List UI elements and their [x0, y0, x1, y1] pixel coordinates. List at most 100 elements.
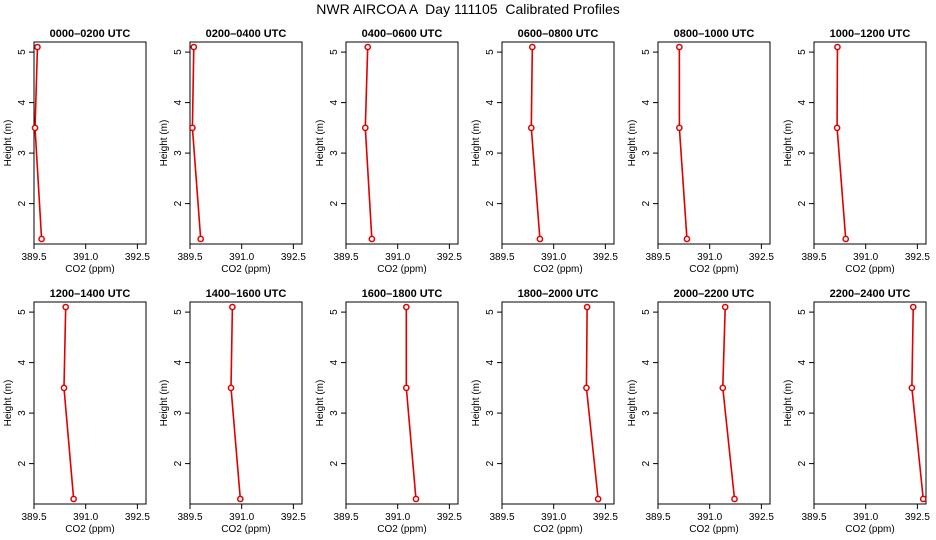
- y-tick-label: 3: [797, 410, 808, 416]
- data-point: [842, 235, 850, 243]
- profile-line: [405, 307, 417, 500]
- data-point: [190, 43, 198, 51]
- y-tick-label: 2: [329, 460, 340, 466]
- x-tick-label: 391.0: [697, 252, 722, 263]
- profile-panel: 2200–2400 UTC 389.5 391.0 392.5 2 3 4 5 CO2 (ppm…: [783, 288, 930, 535]
- y-tick-label: 5: [797, 49, 808, 55]
- data-point: [528, 43, 536, 51]
- data-point: [583, 384, 590, 392]
- data-point: [833, 124, 841, 132]
- data-point: [38, 235, 45, 243]
- panel-title: 1000–1200 UTC: [830, 28, 911, 40]
- y-tick-label: 2: [173, 460, 184, 466]
- data-point: [31, 124, 39, 132]
- data-point: [909, 303, 917, 311]
- y-tick-label: 4: [485, 99, 496, 105]
- profile-line: [530, 47, 541, 240]
- profile-panel: 0600–0800 UTC 389.5 391.0 392.5 2 3 4 5 CO2 (ppm…: [471, 28, 618, 275]
- profile-line: [63, 307, 75, 500]
- profile-line: [836, 47, 847, 240]
- data-point: [536, 235, 544, 243]
- x-tick-label: 392.5: [905, 512, 930, 523]
- profile-panel: 1600–1800 UTC 389.5 391.0 392.5 2 3 4 5 CO2 (ppm…: [315, 288, 462, 535]
- y-tick-label: 4: [329, 359, 340, 365]
- y-tick-label: 4: [17, 359, 28, 365]
- panel-title: 0200–0400 UTC: [206, 28, 287, 40]
- x-axis-label: CO2 (ppm): [533, 524, 582, 535]
- data-point: [62, 303, 70, 311]
- x-tick-label: 392.5: [437, 512, 462, 523]
- plot-frame: [657, 301, 771, 505]
- data-point: [229, 303, 236, 311]
- data-point: [236, 495, 244, 503]
- y-tick-label: 2: [173, 200, 184, 206]
- profile-line: [911, 307, 925, 500]
- x-axis-label: CO2 (ppm): [377, 264, 426, 275]
- profile-line: [230, 307, 242, 500]
- y-tick-label: 5: [173, 309, 184, 315]
- x-tick-label: 391.0: [541, 512, 566, 523]
- y-tick-label: 2: [797, 200, 808, 206]
- y-axis-label: Height (m): [783, 120, 794, 167]
- data-point: [527, 124, 535, 132]
- y-tick-label: 2: [329, 200, 340, 206]
- plot-frame: [501, 301, 615, 505]
- y-tick-label: 4: [641, 99, 652, 105]
- x-tick-label: 389.5: [21, 512, 46, 523]
- y-tick-label: 3: [485, 410, 496, 416]
- plot-frame: [657, 41, 771, 245]
- y-tick-label: 3: [641, 150, 652, 156]
- y-tick-label: 2: [17, 460, 28, 466]
- y-tick-label: 3: [641, 410, 652, 416]
- y-tick-label: 5: [641, 309, 652, 315]
- y-tick-label: 2: [641, 460, 652, 466]
- y-axis-label: Height (m): [471, 120, 482, 167]
- x-axis-label: CO2 (ppm): [845, 524, 894, 535]
- data-point: [227, 384, 235, 392]
- y-tick-label: 3: [173, 150, 184, 156]
- x-tick-label: 391.0: [853, 512, 878, 523]
- x-tick-label: 389.5: [177, 252, 202, 263]
- data-point: [70, 495, 77, 503]
- y-axis-label: Height (m): [627, 380, 638, 427]
- data-point: [412, 495, 420, 503]
- panel-title: 1200–1400 UTC: [50, 288, 131, 300]
- x-tick-label: 392.5: [125, 512, 150, 523]
- x-tick-label: 391.0: [229, 512, 254, 523]
- x-tick-label: 389.5: [645, 512, 670, 523]
- panel-title: 1600–1800 UTC: [362, 288, 443, 300]
- y-axis-label: Height (m): [159, 120, 170, 167]
- y-axis-label: Height (m): [315, 120, 326, 167]
- x-tick-label: 392.5: [281, 512, 306, 523]
- y-tick-label: 5: [797, 309, 808, 315]
- x-axis-label: CO2 (ppm): [533, 264, 582, 275]
- data-point: [364, 43, 372, 51]
- y-tick-label: 2: [485, 460, 496, 466]
- y-tick-label: 4: [485, 359, 496, 365]
- plot-frame: [345, 41, 459, 245]
- x-tick-label: 392.5: [281, 252, 306, 263]
- y-tick-label: 4: [17, 99, 28, 105]
- y-tick-label: 4: [173, 99, 184, 105]
- y-tick-label: 5: [641, 49, 652, 55]
- panel-title: 0600–0800 UTC: [518, 28, 599, 40]
- y-tick-label: 4: [173, 359, 184, 365]
- profile-panel: 0800–1000 UTC 389.5 391.0 392.5 2 3 4 5 CO2 (ppm…: [627, 28, 774, 275]
- data-point: [361, 124, 369, 132]
- x-tick-label: 392.5: [593, 252, 618, 263]
- data-point: [731, 495, 738, 503]
- x-tick-label: 392.5: [125, 252, 150, 263]
- data-point: [683, 235, 691, 243]
- figure-title: NWR AIRCOA A Day 111105 Calibrated Profi…: [316, 1, 620, 17]
- x-tick-label: 391.0: [385, 512, 410, 523]
- x-tick-label: 392.5: [593, 512, 618, 523]
- panel-title: 2000–2200 UTC: [674, 288, 755, 300]
- y-axis-label: Height (m): [783, 380, 794, 427]
- profile-panel: 0000–0200 UTC 389.5 391.0 392.5 2 3 4 5 CO2 (ppm…: [3, 28, 150, 275]
- profile-panel: 1000–1200 UTC 389.5 391.0 392.5 2 3 4 5 CO2 (ppm…: [783, 28, 930, 275]
- panel-title: 1800–2000 UTC: [518, 288, 599, 300]
- data-point: [719, 384, 727, 392]
- data-point: [34, 43, 41, 51]
